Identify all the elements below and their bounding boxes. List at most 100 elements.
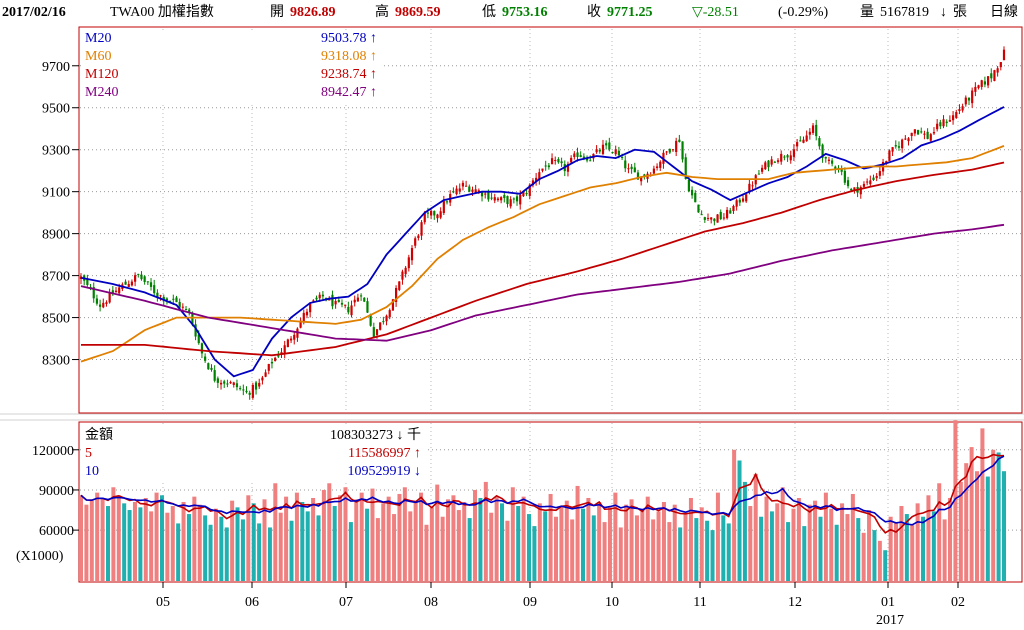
volume-bar bbox=[467, 518, 472, 581]
volume-bar bbox=[748, 506, 753, 581]
candle-body bbox=[907, 138, 910, 142]
candle-body bbox=[468, 186, 471, 192]
candle-body bbox=[417, 235, 420, 239]
candle-body bbox=[496, 198, 500, 201]
volume-bar bbox=[132, 502, 137, 581]
volume-bar bbox=[526, 514, 532, 581]
candle-body bbox=[665, 151, 668, 153]
candle-body bbox=[375, 329, 379, 336]
price-tick-label: 9100 bbox=[42, 186, 70, 201]
volume-bar bbox=[289, 520, 294, 581]
volume-bar bbox=[483, 481, 488, 581]
candle-body bbox=[547, 165, 550, 168]
volume-bar bbox=[699, 507, 704, 581]
volume-bar bbox=[176, 523, 181, 581]
candle-body bbox=[140, 274, 143, 280]
candle-body bbox=[283, 345, 286, 355]
volume-bar bbox=[591, 515, 596, 581]
volume-tick-label: 120000 bbox=[32, 444, 74, 459]
candle-body bbox=[538, 172, 541, 181]
candle-body bbox=[156, 292, 159, 298]
volume-bar bbox=[257, 523, 262, 581]
candle-body bbox=[114, 290, 118, 293]
candle-body bbox=[608, 142, 611, 150]
legend-row-m120: M120 9238.74 ↑ bbox=[81, 66, 381, 84]
legend-value: 115586997 ↑ bbox=[348, 446, 421, 461]
volume-bar bbox=[640, 510, 645, 581]
candle-body bbox=[859, 187, 862, 195]
candle-body bbox=[363, 297, 366, 302]
candle-body bbox=[554, 160, 557, 162]
candle-body bbox=[901, 139, 904, 149]
candle-body bbox=[630, 166, 633, 170]
candle-body bbox=[439, 211, 442, 218]
legend-value: 8942.47 ↑ bbox=[321, 85, 377, 100]
ma-line-m60 bbox=[80, 145, 1005, 363]
month-tick-label: 02 bbox=[951, 595, 965, 610]
price-tick-label: 9500 bbox=[42, 102, 70, 117]
candle-body bbox=[811, 125, 815, 133]
legend-name: M60 bbox=[85, 49, 112, 64]
candle-body bbox=[792, 149, 796, 157]
volume-bar bbox=[165, 512, 170, 581]
candle-body bbox=[414, 238, 417, 246]
candle-body bbox=[945, 121, 948, 124]
ma-line-m20 bbox=[80, 106, 1005, 378]
candle-body bbox=[624, 160, 627, 169]
volume-bar bbox=[667, 522, 672, 581]
volume-bar bbox=[375, 518, 380, 581]
volume-bar bbox=[894, 522, 899, 581]
candle-body bbox=[248, 392, 251, 395]
volume-unit: 張 bbox=[953, 5, 967, 20]
candle-body bbox=[818, 138, 821, 147]
candle-body bbox=[92, 287, 95, 299]
volume-bar bbox=[678, 527, 683, 581]
candle-body bbox=[932, 131, 936, 134]
month-tick-label: 05 bbox=[156, 595, 170, 610]
candle-body bbox=[515, 196, 519, 202]
candle-body bbox=[127, 283, 130, 287]
month-tick-label: 10 bbox=[605, 595, 619, 610]
volume-bar bbox=[127, 510, 132, 581]
candle-body bbox=[471, 189, 474, 192]
legend-row-m240: M240 8942.47 ↑ bbox=[81, 84, 381, 102]
candle-body bbox=[986, 76, 990, 86]
volume-tick-label: 60000 bbox=[39, 524, 74, 539]
candle-body bbox=[254, 382, 258, 390]
volume-bar bbox=[548, 493, 553, 581]
volume-bar bbox=[645, 496, 650, 581]
volume-bar bbox=[710, 530, 715, 581]
quote-date: 2017/02/16 bbox=[2, 5, 66, 20]
volume-axis-unit: (X1000) bbox=[16, 549, 64, 564]
candle-body bbox=[153, 285, 156, 294]
month-tick-label: 08 bbox=[424, 595, 438, 610]
volume-ma-lines bbox=[80, 453, 1005, 534]
candle-body bbox=[894, 145, 897, 147]
volume-bar bbox=[170, 506, 175, 581]
volume-bar bbox=[294, 492, 299, 581]
candle-body bbox=[560, 161, 563, 164]
price-tick-label: 8900 bbox=[42, 228, 70, 243]
candle-body bbox=[601, 144, 605, 154]
volume-bar bbox=[985, 476, 990, 581]
volume-bar bbox=[386, 496, 391, 581]
volume-bar bbox=[872, 530, 877, 581]
volume-bar bbox=[564, 500, 569, 581]
candle-body bbox=[423, 212, 426, 223]
candle-body bbox=[776, 160, 780, 162]
volume-bar bbox=[813, 500, 818, 581]
candle-body bbox=[165, 298, 169, 301]
volume-bar bbox=[246, 495, 251, 581]
volume-bar bbox=[116, 495, 121, 581]
volume-bar bbox=[629, 499, 634, 581]
candle-body bbox=[687, 180, 691, 192]
candle-body bbox=[761, 167, 764, 172]
month-tick-label: 11 bbox=[693, 595, 706, 610]
candle-body bbox=[178, 301, 181, 308]
candle-body bbox=[738, 199, 741, 203]
candle-body bbox=[210, 367, 213, 370]
volume-bar bbox=[964, 463, 969, 581]
volume-bar bbox=[267, 527, 272, 581]
volume-bar bbox=[840, 503, 845, 581]
candle-body bbox=[258, 382, 261, 387]
